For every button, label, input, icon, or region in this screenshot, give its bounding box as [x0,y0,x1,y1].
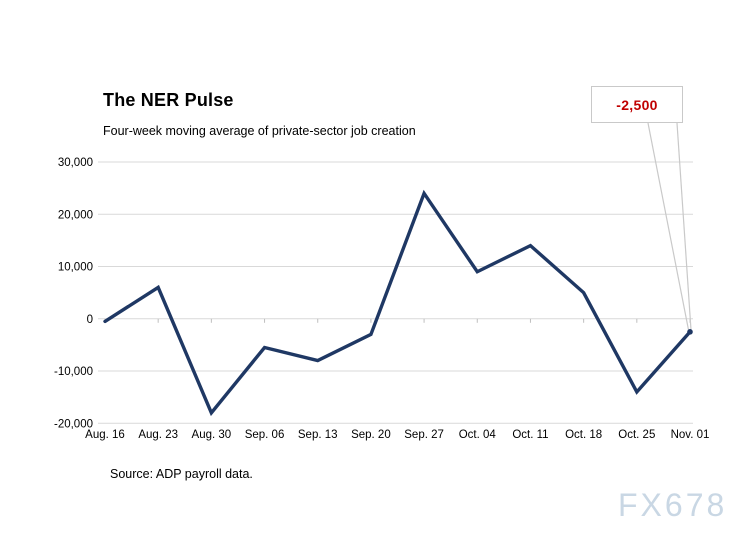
y-axis-tick-label: 20,000 [58,209,93,221]
series-line [103,189,692,417]
x-axis-tick-label: Sep. 06 [245,429,285,441]
x-axis-tick-label: Sep. 20 [351,429,391,441]
watermark-logo: FX678 [618,487,728,523]
y-axis-tick-label: -20,000 [54,418,93,430]
chart-subtitle: Four-week moving average of private-sect… [103,124,416,138]
callout-pointer-right [676,122,692,330]
x-axis-tick-label: Aug. 23 [138,429,178,441]
x-axis-tick-label: Sep. 13 [298,429,338,441]
last-point-marker [687,329,693,335]
y-axis-tick-label: -10,000 [54,366,93,378]
x-axis-tick-label: Oct. 04 [459,429,497,441]
callout-pointer-left [647,122,690,330]
x-axis-tick-label: Nov. 01 [671,429,710,441]
x-axis-tick-label: Aug. 16 [85,429,125,441]
callout-value: -2,500 [616,96,658,113]
x-axis-tick-label: Sep. 27 [404,429,444,441]
x-axis-tick-label: Oct. 25 [618,429,655,441]
x-axis-tick-label: Oct. 11 [512,429,548,441]
callout-box: -2,500 [591,86,683,123]
y-axis-tick-label: 30,000 [58,157,93,169]
chart-title: The NER Pulse [103,90,234,110]
x-axis-tick-label: Aug. 30 [192,429,232,441]
source-note: Source: ADP payroll data. [110,467,253,481]
y-axis-tick-label: 0 [87,314,93,326]
x-axis-tick-label: Oct. 18 [565,429,602,441]
y-axis-tick-label: 10,000 [58,262,93,274]
